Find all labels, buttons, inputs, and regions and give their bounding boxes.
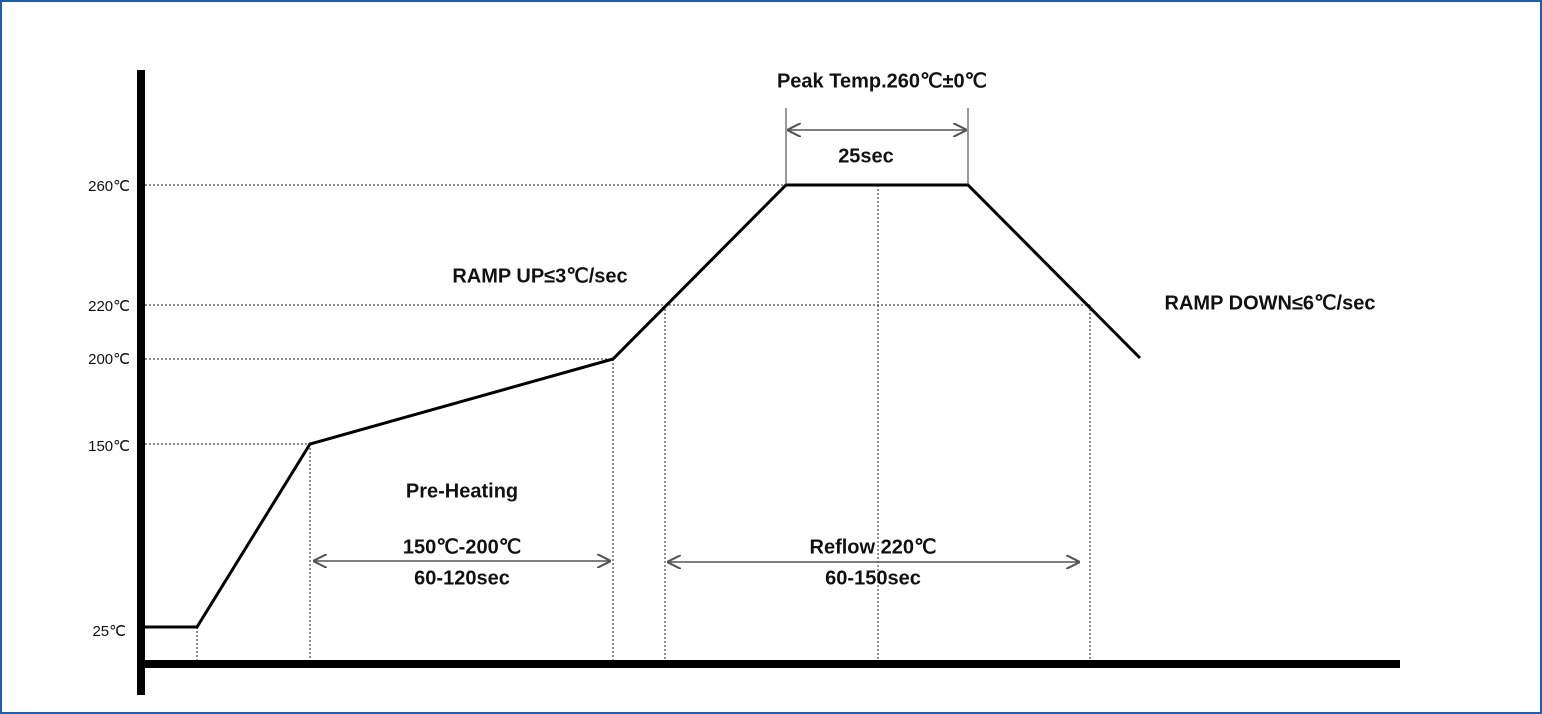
reflow-title: Reflow 220℃ [810,536,937,558]
y-label: 220℃ [88,298,130,315]
ramp-down: RAMP DOWN≤6℃/sec [1165,292,1376,314]
reflow-duration: 60-150sec [825,567,921,589]
preheat-range: 150℃-200℃ [403,536,521,558]
y-label: 200℃ [88,351,130,368]
peak-duration: 25sec [838,145,894,167]
y-label: 25℃ [92,623,126,640]
ramp-up: RAMP UP≤3℃/sec [452,265,627,287]
peak-bracket [785,108,969,185]
preheat-duration: 60-120sec [414,567,510,589]
peak-title: Peak Temp.260℃±0℃ [777,70,987,92]
y-label: 150℃ [88,438,130,455]
y-label: 260℃ [88,178,130,195]
guide-lines [145,184,1091,660]
preheat-title: Pre-Heating [406,480,518,502]
